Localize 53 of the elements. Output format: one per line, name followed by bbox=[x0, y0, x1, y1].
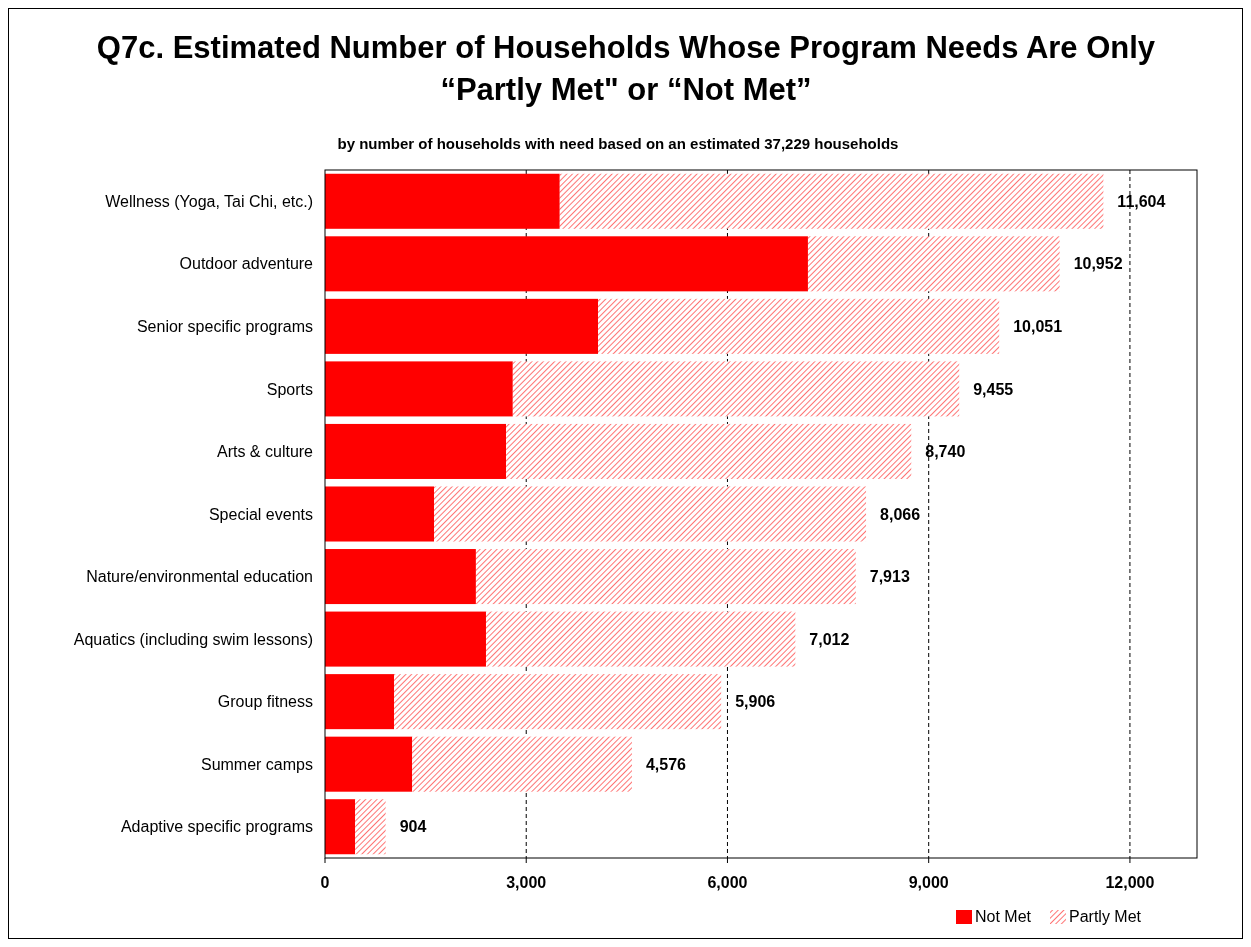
x-tick-label: 12,000 bbox=[1105, 874, 1155, 891]
y-tick-label: Arts & culture bbox=[216, 443, 314, 461]
x-tick-label: 3,000 bbox=[506, 874, 547, 891]
bar bbox=[325, 611, 486, 667]
y-tick-label: Sports bbox=[266, 380, 313, 398]
bar bbox=[325, 236, 808, 292]
total-label: 7,913 bbox=[869, 568, 910, 586]
y-tick-label: Outdoor adventure bbox=[179, 255, 314, 273]
y-tick-label: Aquatics (including swim lessons) bbox=[73, 630, 313, 648]
bar bbox=[325, 298, 598, 354]
total-label: 5,906 bbox=[735, 693, 776, 711]
total-label: 9,455 bbox=[973, 380, 1014, 398]
bar bbox=[325, 173, 560, 229]
x-tick-label: 9,000 bbox=[908, 874, 949, 891]
bar bbox=[559, 173, 1104, 229]
total-label: 10,051 bbox=[1013, 317, 1063, 335]
chart-title: Q7c. Estimated Number of Households Whose Program Needs Are Only “Partly Met" or “Not Met” bbox=[96, 30, 1156, 107]
x-tick-label: 0 bbox=[320, 874, 330, 891]
bar bbox=[325, 674, 395, 730]
bar bbox=[325, 549, 476, 605]
bar bbox=[325, 799, 356, 855]
bar bbox=[434, 486, 867, 542]
bar bbox=[325, 423, 507, 479]
y-tick-label: Special events bbox=[208, 505, 313, 523]
total-label: 7,012 bbox=[809, 630, 850, 648]
bar bbox=[475, 549, 856, 605]
total-label: 11,604 bbox=[1117, 192, 1166, 210]
bar bbox=[412, 736, 632, 792]
bar bbox=[325, 736, 413, 792]
bar bbox=[512, 361, 960, 417]
y-tick-label: Group fitness bbox=[217, 693, 313, 711]
legend-label: Partly Met bbox=[1069, 908, 1142, 925]
y-tick-label: Nature/environmental education bbox=[86, 568, 313, 586]
total-label: 8,066 bbox=[880, 505, 921, 523]
bar bbox=[355, 799, 386, 855]
y-tick-label: Senior specific programs bbox=[136, 317, 313, 335]
total-label: 8,740 bbox=[925, 443, 966, 461]
y-tick-label: Wellness (Yoga, Tai Chi, etc.) bbox=[105, 192, 313, 210]
bar bbox=[394, 674, 722, 730]
y-tick-label: Summer camps bbox=[200, 755, 313, 773]
y-tick-label: Adaptive specific programs bbox=[120, 818, 313, 836]
bar bbox=[598, 298, 1000, 354]
total-label: 904 bbox=[399, 818, 427, 836]
bar bbox=[807, 236, 1060, 292]
bar bbox=[485, 611, 796, 667]
x-tick-label: 6,000 bbox=[707, 874, 748, 891]
total-label: 4,576 bbox=[645, 755, 687, 773]
bar bbox=[325, 361, 513, 417]
total-label: 10,952 bbox=[1073, 255, 1123, 273]
chart-subtitle: by number of households with need based on an estimated 37,229 households bbox=[337, 135, 899, 152]
bar bbox=[506, 423, 912, 479]
bar bbox=[325, 486, 434, 542]
legend-label: Not Met bbox=[975, 908, 1032, 925]
